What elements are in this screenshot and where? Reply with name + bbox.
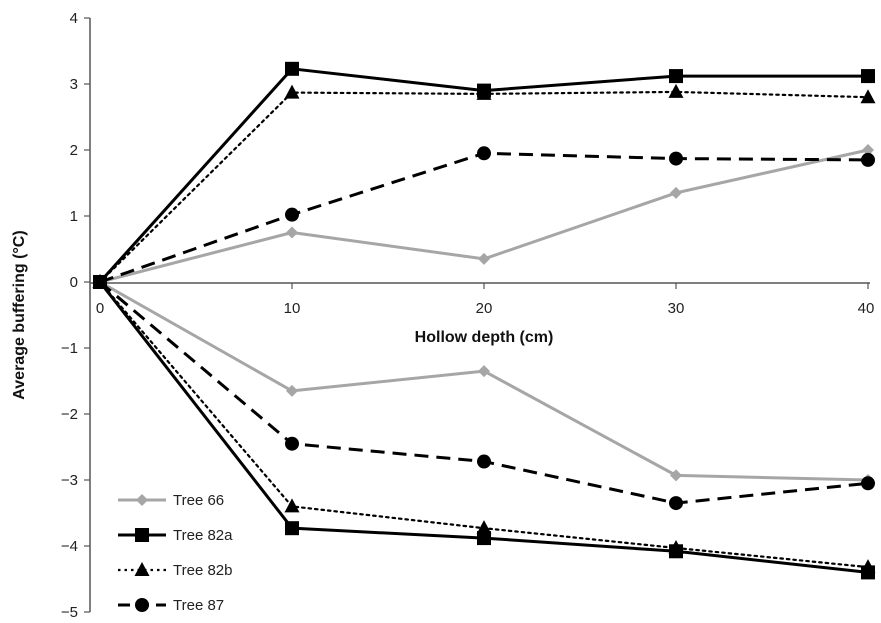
- tree-66-upper-marker: [670, 186, 682, 199]
- x-tick-label: 20: [476, 300, 493, 317]
- tree-87-lower-marker: [93, 275, 107, 289]
- y-tick-label: 1: [70, 208, 78, 225]
- tree-87-upper-marker: [861, 152, 875, 167]
- tree-66-upper-marker: [478, 252, 490, 265]
- legend-tree-82b-marker: [134, 562, 150, 576]
- tree-82a-upper-marker: [861, 69, 875, 84]
- tree-82b-lower-marker: [284, 498, 300, 513]
- tree-82a-upper-marker: [285, 61, 299, 76]
- tree-66-lower-marker: [478, 365, 490, 378]
- tree-82b-lower-marker: [476, 520, 492, 535]
- tree-87-upper-marker: [285, 207, 299, 222]
- tree-82a-lower-marker: [285, 521, 299, 536]
- tree-66-upper-marker: [862, 144, 874, 156]
- tree-66-upper-marker: [286, 226, 298, 239]
- x-tick-label: 0: [96, 300, 104, 317]
- x-tick-label: 30: [668, 300, 685, 317]
- legend-label: Tree 82b: [173, 562, 232, 579]
- legend-tree-66-marker: [136, 494, 148, 506]
- legend-entry-tree-87: Tree 87: [118, 597, 224, 614]
- tree-87-lower-marker: [861, 476, 875, 491]
- tree-82b-upper-marker: [668, 83, 684, 98]
- y-tick-label: 0: [70, 274, 78, 291]
- tree-82b-lower-marker: [668, 539, 684, 554]
- tree-82a-upper-marker: [669, 69, 683, 84]
- series-layer: [92, 61, 876, 580]
- y-tick-label: −4: [61, 538, 78, 555]
- tree-87-lower-marker: [285, 436, 299, 451]
- tree-87-lower-marker: [477, 454, 491, 469]
- legend: Tree 66 Tree 82a Tree 82b Tree 87: [118, 492, 233, 614]
- y-tick-label: −3: [61, 472, 78, 489]
- tree-87-upper-marker: [477, 146, 491, 161]
- tree-82b-upper-marker: [284, 84, 300, 99]
- y-tick-label: 4: [70, 10, 78, 27]
- y-tick-label: −2: [61, 406, 78, 423]
- legend-label: Tree 66: [173, 492, 224, 509]
- y-tick-label: 3: [70, 76, 78, 93]
- x-tick-label: 40: [858, 300, 875, 317]
- legend-tree-87-marker: [135, 598, 149, 612]
- tree-87-series: [93, 146, 875, 511]
- y-tick-label: −1: [61, 340, 78, 357]
- tree-82b-upper-marker: [476, 85, 492, 100]
- tree-87-upper-marker: [669, 151, 683, 166]
- tree-66-lower-marker: [286, 384, 298, 397]
- axes: [89, 18, 870, 612]
- y-ticks: 4 3 2 1 0 −1 −2 −3 −4 −5: [61, 10, 90, 621]
- y-tick-label: −5: [61, 604, 78, 621]
- tree-82b-lower-marker: [860, 559, 876, 574]
- legend-label: Tree 82a: [173, 527, 233, 544]
- y-tick-label: 2: [70, 142, 78, 159]
- legend-entry-tree-82a: Tree 82a: [118, 527, 233, 544]
- legend-entry-tree-82b: Tree 82b: [118, 562, 232, 579]
- tree-87-lower-marker: [669, 496, 683, 511]
- x-axis-title: Hollow depth (cm): [415, 329, 554, 346]
- legend-tree-82a-marker: [135, 528, 149, 542]
- tree-82b-upper-marker: [860, 89, 876, 104]
- legend-label: Tree 87: [173, 597, 224, 614]
- x-ticks: 0 10 20 30 40: [96, 283, 875, 317]
- tree-82a-lower-marker: [477, 531, 491, 546]
- y-axis-title: Average buffering (°C): [11, 230, 28, 399]
- tree-66-lower-marker: [670, 469, 682, 482]
- legend-entry-tree-66: Tree 66: [118, 492, 224, 509]
- x-tick-label: 10: [284, 300, 301, 317]
